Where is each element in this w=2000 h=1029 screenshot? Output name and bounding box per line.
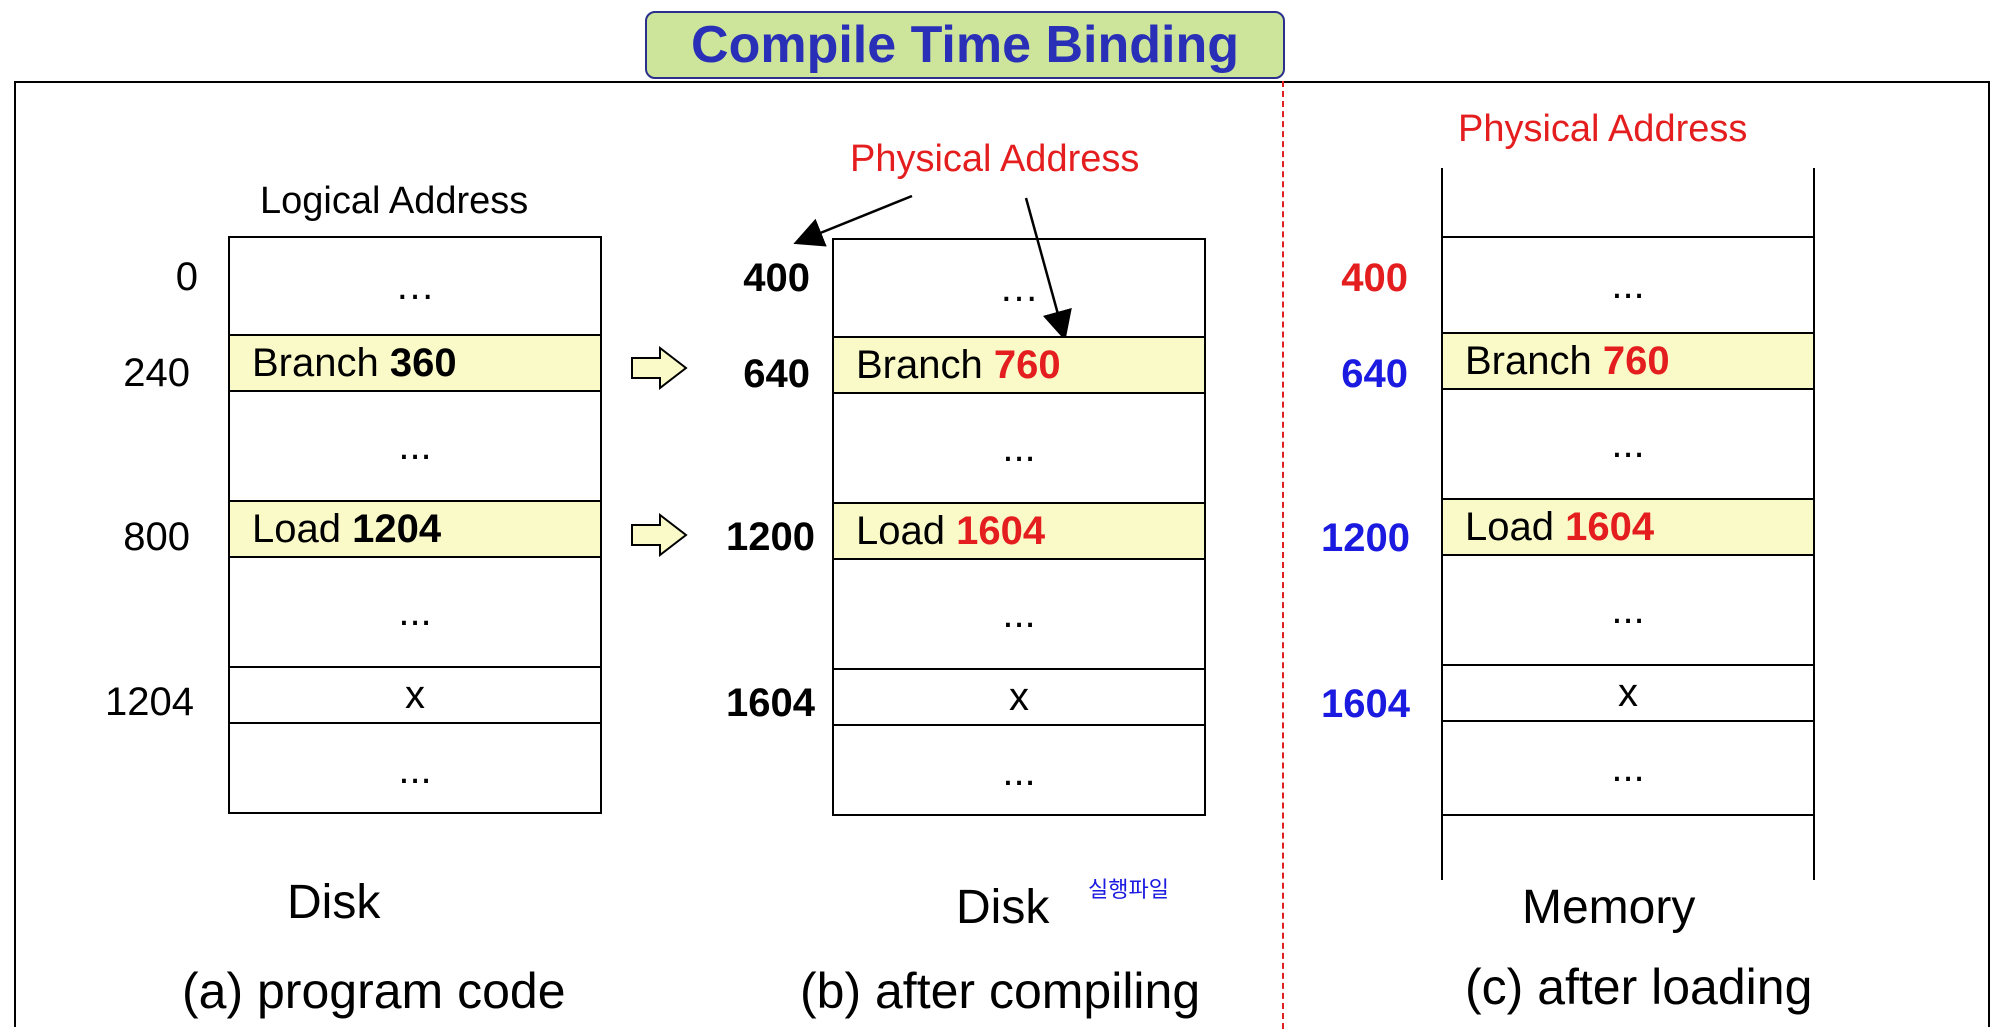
page-title: Compile Time Binding [691, 16, 1239, 74]
logical-address-label: Logical Address [260, 180, 529, 222]
storage-label-a: Disk [287, 876, 381, 929]
table-row: Load 1204 [230, 500, 600, 556]
dashed-divider [1282, 81, 1284, 1029]
table-row: Branch 760 [834, 336, 1204, 392]
caption-c: (c) after loading [1465, 959, 1813, 1015]
address-c-0: 400 [1341, 256, 1408, 300]
address-b-2: 1200 [726, 515, 815, 559]
physical-address-label-b: Physical Address [850, 138, 1140, 180]
address-a-3: 1204 [105, 680, 194, 724]
table-row: ... [1443, 236, 1813, 332]
table-row: ... [230, 556, 600, 666]
title-box: Compile Time Binding [645, 11, 1285, 79]
memory-table-c: ... Branch 760 ... Load 1604 ... x ... [1441, 168, 1815, 880]
table-row: ... [1443, 388, 1813, 498]
table-row: … [395, 263, 435, 308]
memory-table-a: … Branch 360 ... Load 1204 ... x ... [228, 236, 602, 814]
table-row: x [834, 668, 1204, 724]
table-row: ... [834, 724, 1204, 818]
table-row: ... [834, 558, 1204, 668]
address-b-1: 640 [743, 352, 810, 396]
address-a-2: 800 [123, 515, 190, 559]
table-row: ... [230, 722, 600, 816]
address-b-0: 400 [743, 256, 810, 300]
table-row: ... [230, 390, 600, 500]
table-row: ... [834, 392, 1204, 502]
table-row: Branch 760 [1443, 332, 1813, 388]
table-row: Load 1604 [834, 502, 1204, 558]
address-a-1: 240 [123, 351, 190, 395]
storage-label-b: Disk [956, 881, 1050, 934]
table-row: x [230, 666, 600, 722]
right-arrow-icon [631, 513, 688, 557]
table-row: ... [1443, 554, 1813, 664]
physical-address-label-c: Physical Address [1458, 108, 1748, 150]
address-a-0: 0 [175, 255, 198, 299]
diagram-frame [14, 81, 1990, 1027]
table-row: … [999, 265, 1039, 310]
memory-table-b: … Branch 760 ... Load 1604 ... x ... [832, 238, 1206, 816]
executable-note: 실행파일 [1088, 877, 1169, 902]
address-c-2: 1200 [1321, 516, 1410, 560]
storage-label-c: Memory [1522, 881, 1696, 934]
address-c-1: 640 [1341, 352, 1408, 396]
caption-b: (b) after compiling [800, 963, 1201, 1019]
address-c-3: 1604 [1321, 682, 1410, 726]
right-arrow-icon [631, 346, 688, 390]
table-row: Load 1604 [1443, 498, 1813, 554]
caption-a: (a) program code [182, 963, 566, 1019]
pointer-arrows [793, 194, 1072, 341]
table-row: ... [1443, 720, 1813, 816]
table-row: Branch 360 [230, 334, 600, 390]
address-b-3: 1604 [726, 681, 815, 725]
table-row: x [1443, 664, 1813, 720]
